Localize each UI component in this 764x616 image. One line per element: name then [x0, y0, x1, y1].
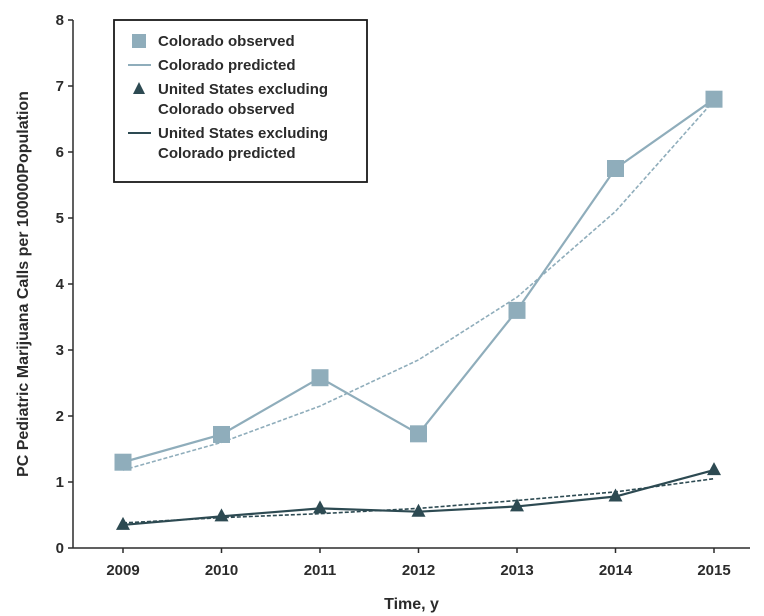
- x-tick-label: 2010: [205, 562, 238, 579]
- data-point-square: [213, 425, 230, 443]
- data-point-triangle: [608, 488, 623, 502]
- chart-marks: [114, 90, 723, 530]
- legend-box: [113, 19, 368, 183]
- legend-label: Colorado observed: [158, 101, 295, 118]
- legend-label: United States excluding: [158, 81, 328, 98]
- legend-label: Colorado observed: [158, 33, 295, 50]
- data-point-triangle: [313, 500, 327, 514]
- legend-entry-1: Colorado predicted: [128, 57, 296, 74]
- data-point-triangle: [411, 503, 426, 517]
- series-line-predicted: [122, 477, 715, 524]
- y-tick-label: 6: [56, 144, 64, 161]
- legend-swatch-square: [132, 34, 146, 48]
- legend-entry-0: Colorado observed: [132, 33, 295, 50]
- x-tick-label: 2013: [500, 562, 533, 579]
- x-tick-label: 2011: [304, 562, 337, 579]
- data-point-square: [508, 301, 526, 319]
- x-tick-label: 2014: [599, 562, 633, 579]
- y-tick-label: 3: [56, 342, 64, 359]
- y-tick-label: 4: [56, 276, 65, 293]
- series-line-predicted: [122, 99, 715, 471]
- legend-label: United States excluding: [158, 125, 328, 142]
- axes: 0 1 2 3 4 5 6 7 8 2009 2010 2011 2012 2013 2014 2015: [56, 12, 750, 579]
- legend-entry-2: United States excluding Colorado observed: [133, 81, 328, 118]
- data-point-square: [410, 425, 427, 443]
- data-point-triangle: [707, 462, 721, 476]
- data-point-triangle: [214, 508, 229, 522]
- data-point-square: [311, 369, 329, 387]
- y-tick-label: 0: [56, 540, 64, 557]
- y-tick-label: 1: [56, 474, 64, 491]
- x-axis-title: Time, y: [384, 596, 439, 613]
- legend-entry-3: United States excluding Colorado predicte…: [128, 125, 328, 162]
- legend-label: Colorado predicted: [158, 57, 296, 74]
- x-tick-label: 2009: [106, 562, 139, 579]
- data-point-square: [705, 90, 723, 108]
- y-axis-title: PC Pediatric Marijuana Calls per 100000P…: [15, 91, 32, 477]
- y-tick-label: 5: [56, 210, 64, 227]
- y-tick-label: 2: [56, 408, 64, 425]
- data-point-triangle: [510, 498, 524, 512]
- x-tick-label: 2012: [402, 562, 435, 579]
- x-tick-label: 2015: [697, 562, 730, 579]
- data-point-square: [607, 160, 624, 177]
- data-point-square: [114, 453, 132, 471]
- legend-label: Colorado predicted: [158, 145, 296, 162]
- series-2: [116, 462, 721, 530]
- series-1: [122, 99, 715, 471]
- legend-swatch-triangle: [133, 82, 145, 94]
- series-3: [122, 477, 715, 524]
- data-point-triangle: [116, 516, 130, 530]
- series-0: [114, 90, 723, 471]
- y-tick-label: 7: [56, 78, 64, 95]
- y-tick-label: 8: [56, 12, 64, 29]
